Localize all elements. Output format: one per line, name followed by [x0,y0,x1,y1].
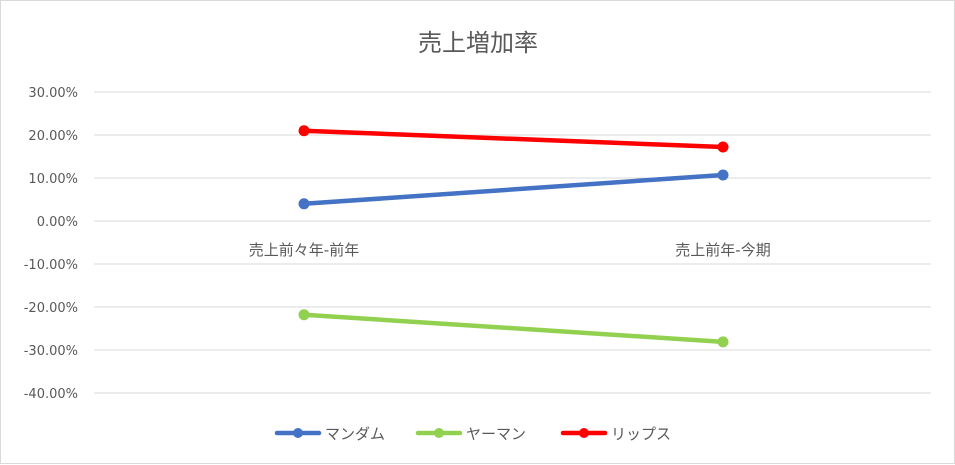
y-tick-label: 30.00% [28,86,78,101]
series-line [301,312,726,345]
data-point [717,169,729,181]
y-tick-label: 10.00% [28,172,78,187]
legend-label: マンダム [325,425,385,443]
series-lines [298,125,729,348]
y-tick-label: -30.00% [24,344,78,359]
legend-label: リップス [611,425,671,443]
series-line [301,172,726,207]
data-point [717,336,729,348]
gridlines [94,91,931,394]
legend-marker [293,428,303,438]
y-tick-label: -40.00% [24,387,78,402]
y-tick-label: -10.00% [24,258,78,273]
data-point [717,141,729,153]
legend: マンダム ヤーマン リップス [274,425,671,443]
data-point [298,125,310,137]
legend-marker [434,428,444,438]
data-point [298,198,310,210]
series-line [301,128,726,150]
y-tick-label: 0.00% [37,215,78,230]
x-category-label: 売上前年-今期 [675,241,770,259]
x-category-label: 売上前々年-前年 [249,241,359,259]
data-point [298,309,310,321]
legend-marker [579,428,589,438]
y-tick-label: 20.00% [28,129,78,144]
legend-label: ヤーマン [466,425,526,443]
y-tick-label: -20.00% [24,301,78,316]
x-axis: 売上前々年-前年 売上前年-今期 [249,241,771,259]
y-axis: 30.00% 20.00% 10.00% 0.00% -10.00% -20.00% -30… [24,86,78,402]
chart-title: 売上増加率 [418,29,538,57]
